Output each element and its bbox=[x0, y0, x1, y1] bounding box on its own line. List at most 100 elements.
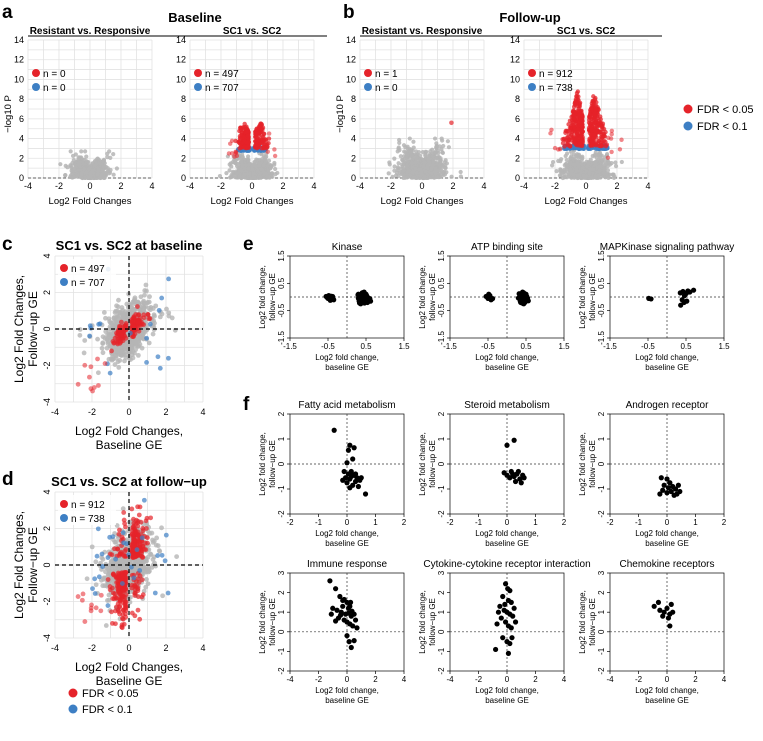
data-point-ns bbox=[559, 157, 564, 162]
ytick-label: -4 bbox=[42, 398, 52, 406]
count-fdr005-b1: n = 1 bbox=[375, 69, 398, 80]
data-point-ns bbox=[613, 164, 619, 169]
data-point-fdr01 bbox=[144, 359, 149, 365]
ytick-label: 8 bbox=[19, 94, 24, 104]
data-point-ns bbox=[77, 332, 83, 338]
data-point-ns bbox=[232, 160, 238, 165]
data-point-ns bbox=[115, 348, 121, 354]
data-point-fdr005 bbox=[597, 130, 602, 135]
data-point-ns bbox=[119, 305, 125, 310]
ytick-label: 0 bbox=[515, 173, 520, 183]
data-point-fdr005 bbox=[606, 135, 611, 141]
chart-title-b1: Resistant vs. Responsive bbox=[362, 26, 483, 37]
data-point-fdr005 bbox=[95, 356, 100, 362]
data-point-ns bbox=[239, 159, 244, 164]
data-point-fdr005 bbox=[572, 136, 577, 142]
data-point-ns bbox=[433, 166, 438, 171]
data-point-ns bbox=[122, 358, 127, 364]
ytick-label: 8 bbox=[351, 94, 356, 104]
data-point-fdr005 bbox=[578, 117, 583, 122]
xtick-label: 2 bbox=[614, 181, 619, 191]
data-point-ns bbox=[116, 297, 121, 303]
data-point-ns bbox=[392, 164, 397, 169]
data-point-ns bbox=[157, 314, 163, 320]
data-point-ns bbox=[245, 157, 251, 163]
xtick-label: 4 bbox=[481, 181, 486, 191]
xaxis-label-c: Baseline GE bbox=[96, 438, 163, 452]
count-marker-fdr005 bbox=[32, 69, 40, 77]
xaxis-label-c: Log2 Fold Changes, bbox=[75, 424, 183, 438]
data-point-fdr005 bbox=[594, 123, 599, 129]
data-point-fdr01 bbox=[156, 307, 162, 313]
xtick-label: 0 bbox=[87, 181, 92, 191]
data-point-fdr005 bbox=[589, 126, 594, 131]
data-point-fdr005 bbox=[266, 136, 272, 141]
data-point-ns bbox=[605, 163, 610, 169]
ytick-label: 10 bbox=[176, 74, 186, 84]
data-point-fdr005 bbox=[256, 126, 261, 131]
data-point-fdr005 bbox=[587, 121, 593, 127]
ytick-label: 10 bbox=[346, 74, 356, 84]
xaxis-label-b1: Log2 Fold Changes bbox=[381, 196, 464, 207]
ytick-label: 0 bbox=[351, 173, 356, 183]
ytick-label: 4 bbox=[351, 134, 356, 144]
data-point-ns bbox=[146, 299, 152, 305]
data-point-fdr005 bbox=[562, 144, 567, 149]
data-point-fdr005 bbox=[604, 142, 610, 147]
panel-letter-a: a bbox=[2, 2, 13, 23]
data-point-ns bbox=[397, 140, 402, 145]
legend-cd-fdr005-label: FDR < 0.05 bbox=[82, 688, 139, 700]
xtick-label: -2 bbox=[551, 181, 559, 191]
data-point-ns bbox=[568, 167, 573, 172]
count-marker-fdr01 bbox=[528, 83, 536, 91]
data-point-ns bbox=[458, 174, 463, 179]
data-point-fdr005 bbox=[91, 385, 97, 390]
chart-c: SC1 vs. SC2 at baseline-4 -2 0 2 4-4-2024Log… bbox=[12, 238, 206, 452]
data-point-ns bbox=[426, 154, 431, 159]
data-point-ns bbox=[401, 169, 406, 174]
data-point-fdr005 bbox=[609, 132, 614, 137]
data-point-ns bbox=[619, 159, 624, 165]
data-point-ns bbox=[123, 342, 129, 348]
data-point-ns bbox=[99, 345, 105, 351]
data-point-ns bbox=[264, 154, 269, 159]
data-point-ns bbox=[571, 172, 576, 177]
data-point-fdr005 bbox=[245, 129, 251, 134]
yaxis-label-a1: −log10 P bbox=[3, 95, 14, 133]
count-fdr01-b2: n = 738 bbox=[539, 83, 573, 94]
data-point-fdr005 bbox=[590, 116, 595, 121]
data-point-fdr005 bbox=[244, 144, 250, 149]
data-point-ns bbox=[98, 175, 103, 180]
data-point-ns bbox=[108, 155, 113, 160]
xaxis-label-a2: Log2 Fold Changes bbox=[211, 196, 294, 207]
xtick-label: 4 bbox=[200, 407, 205, 417]
xtick-label: 2 bbox=[163, 407, 168, 417]
data-point-fdr005 bbox=[266, 131, 272, 136]
data-point-ns bbox=[150, 305, 156, 311]
data-point-fdr005 bbox=[118, 319, 124, 325]
data-point-fdr005 bbox=[576, 142, 582, 147]
ytick-label: 12 bbox=[176, 55, 186, 65]
count-marker-fdr01 bbox=[364, 83, 372, 91]
xaxis-label-b2: Log2 Fold Changes bbox=[545, 196, 628, 207]
data-point-ns bbox=[241, 174, 246, 180]
xtick-label: -4 bbox=[186, 181, 194, 191]
data-point-ns bbox=[147, 294, 152, 300]
chart-title-b2: SC1 vs. SC2 bbox=[557, 26, 616, 37]
data-point-fdr01 bbox=[96, 321, 102, 327]
xtick-label: 0 bbox=[126, 407, 131, 417]
ytick-label: 14 bbox=[346, 35, 356, 45]
count-fdr01-a2: n = 707 bbox=[205, 83, 239, 94]
xtick-label: 0 bbox=[583, 181, 588, 191]
data-point-ns bbox=[409, 160, 415, 166]
data-point-ns bbox=[58, 162, 63, 167]
data-point-fdr005 bbox=[254, 143, 259, 148]
data-point-ns bbox=[439, 136, 444, 141]
data-point-ns bbox=[439, 170, 445, 175]
data-point-ns bbox=[227, 168, 232, 173]
yaxis-label-c: Follow−up GE bbox=[26, 291, 40, 367]
ytick-label: 0 bbox=[42, 326, 52, 331]
data-point-ns bbox=[113, 308, 119, 314]
data-point-fdr005 bbox=[109, 348, 114, 354]
